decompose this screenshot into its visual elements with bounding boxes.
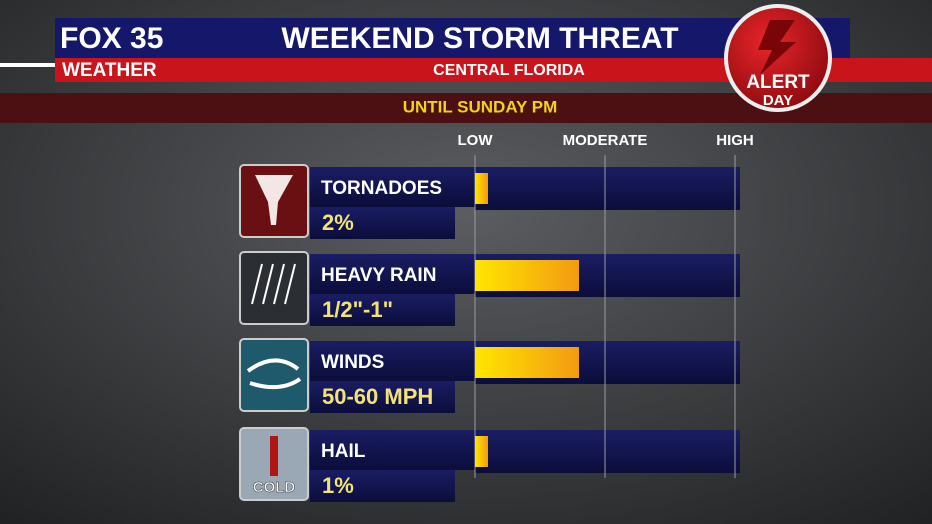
category-label: WINDS xyxy=(321,352,384,373)
bar xyxy=(475,436,488,467)
icon-label: COLD xyxy=(253,479,296,496)
detail-label: 50-60 MPH xyxy=(322,384,433,409)
subtitle: CENTRAL FLORIDA xyxy=(433,62,585,79)
category-label: TORNADOES xyxy=(321,178,442,199)
detail-label: 2% xyxy=(322,210,354,235)
track xyxy=(475,167,740,210)
thermometer xyxy=(270,436,278,476)
logo-bottom: WEATHER xyxy=(62,60,157,81)
name-panel xyxy=(310,167,475,207)
badge-bottom: DAY xyxy=(763,92,793,109)
icon-box xyxy=(239,251,309,325)
x-tick-label: HIGH xyxy=(716,132,754,149)
detail-panel xyxy=(310,381,455,413)
detail-panel xyxy=(310,207,455,239)
wind-icon xyxy=(246,358,302,390)
name-panel xyxy=(310,254,475,294)
rain-streak xyxy=(251,263,263,305)
detail-label: 1/2"-1" xyxy=(322,297,393,322)
category-label: HEAVY RAIN xyxy=(321,265,436,286)
detail-label: 1% xyxy=(322,473,354,498)
logo-top: FOX 35 xyxy=(60,22,163,55)
x-tick-label: MODERATE xyxy=(563,132,648,149)
rain-streak xyxy=(273,263,285,305)
title-band xyxy=(55,18,850,58)
rule xyxy=(0,63,55,67)
track xyxy=(475,430,740,473)
name-panel xyxy=(310,430,475,470)
x-tick-label: LOW xyxy=(458,132,494,149)
bar xyxy=(475,347,579,378)
icon-box xyxy=(239,338,309,412)
tornado-icon xyxy=(255,175,293,225)
bolt xyxy=(758,20,796,75)
badge-top: ALERT xyxy=(746,72,810,93)
bar xyxy=(475,173,488,204)
detail-panel xyxy=(310,470,455,502)
title: WEEKEND STORM THREAT xyxy=(281,22,678,55)
period: UNTIL SUNDAY PM xyxy=(403,97,558,116)
rain-streak xyxy=(284,263,296,305)
name-panel xyxy=(310,341,475,381)
category-label: HAIL xyxy=(321,441,366,462)
detail-panel xyxy=(310,294,455,326)
rain-streak xyxy=(262,263,274,305)
bar xyxy=(475,260,579,291)
